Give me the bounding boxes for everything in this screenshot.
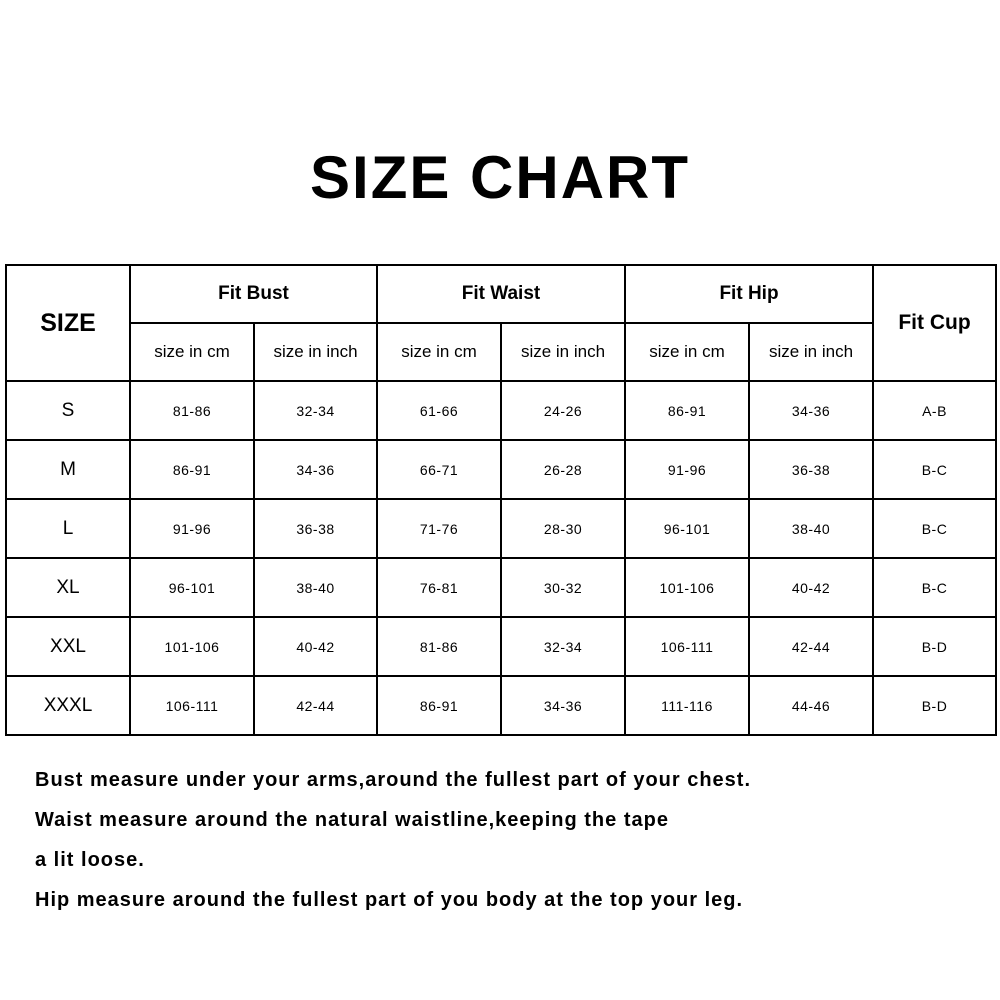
table-row: L 91-96 36-38 71-76 28-30 96-101 38-40 B-C [5, 498, 998, 559]
value-cell: 36-38 [253, 498, 378, 559]
value-cell: 91-96 [129, 498, 255, 559]
value-cell: 106-111 [129, 675, 255, 736]
note-bust: Bust measure under your arms,around the … [35, 769, 752, 791]
value-cell: 34-36 [747, 380, 875, 441]
value-cell: B-C [872, 557, 998, 618]
value-cell: 111-116 [624, 675, 750, 736]
size-cell: XL [5, 557, 131, 618]
measurement-notes: Bust measure under your arms,around the … [35, 765, 751, 925]
value-cell: 66-71 [376, 439, 502, 500]
value-cell: 86-91 [376, 675, 502, 736]
value-cell: B-D [872, 616, 998, 677]
value-cell: 38-40 [253, 557, 378, 618]
sub-header: size in inch [253, 322, 378, 382]
value-cell: 106-111 [624, 616, 750, 677]
table-row: XXL 101-106 40-42 81-86 32-34 106-111 42-44 B-D [5, 616, 998, 677]
value-cell: 96-101 [624, 498, 750, 559]
value-cell: 26-28 [500, 439, 626, 500]
value-cell: 42-44 [747, 616, 875, 677]
size-chart-table: SIZE Fit Bust Fit Waist Fit Hip Fit Cup … [5, 264, 998, 736]
fit-hip-header: Fit Hip [623, 264, 875, 324]
table-row: S 81-86 32-34 61-66 24-26 86-91 34-36 A-B [5, 380, 998, 441]
table-row: XL 96-101 38-40 76-81 30-32 101-106 40-42 B-C [5, 557, 998, 618]
note-hip: Hip measure around the fullest part of y… [35, 889, 744, 911]
size-cell: L [5, 498, 131, 559]
sub-header: size in cm [624, 322, 750, 382]
value-cell: 32-34 [253, 380, 378, 441]
value-cell: 101-106 [624, 557, 750, 618]
fit-waist-header: Fit Waist [376, 264, 626, 324]
value-cell: B-D [872, 675, 998, 736]
value-cell: 28-30 [500, 498, 626, 559]
sub-header: size in cm [129, 322, 255, 382]
table-row: XXXL 106-111 42-44 86-91 34-36 111-116 44-46 B-… [5, 675, 998, 736]
value-cell: 40-42 [253, 616, 378, 677]
fit-cup-header: Fit Cup [872, 264, 998, 382]
value-cell: 44-46 [747, 675, 875, 736]
page-title: SIZE CHART [310, 144, 690, 211]
value-cell: 24-26 [500, 380, 626, 441]
value-cell: B-C [872, 439, 998, 500]
value-cell: 76-81 [376, 557, 502, 618]
value-cell: 61-66 [376, 380, 502, 441]
value-cell: 86-91 [624, 380, 750, 441]
value-cell: 34-36 [253, 439, 378, 500]
sub-header: size in cm [376, 322, 502, 382]
note-waist-cont: a lit loose. [35, 849, 145, 871]
size-cell: S [5, 380, 131, 441]
fit-bust-header: Fit Bust [129, 264, 378, 324]
table-row: M 86-91 34-36 66-71 26-28 91-96 36-38 B-C [5, 439, 998, 500]
value-cell: 40-42 [747, 557, 875, 618]
sub-header: size in inch [747, 322, 875, 382]
value-cell: 36-38 [747, 439, 875, 500]
size-cell: M [5, 439, 131, 500]
value-cell: 38-40 [747, 498, 875, 559]
value-cell: A-B [872, 380, 998, 441]
value-cell: 30-32 [500, 557, 626, 618]
size-cell: XXL [5, 616, 131, 677]
value-cell: 86-91 [129, 439, 255, 500]
value-cell: 81-86 [129, 380, 255, 441]
value-cell: 96-101 [129, 557, 255, 618]
size-cell: XXXL [5, 675, 131, 736]
value-cell: 71-76 [376, 498, 502, 559]
note-waist: Waist measure around the natural waistli… [35, 809, 669, 831]
value-cell: 101-106 [129, 616, 255, 677]
value-cell: 42-44 [253, 675, 378, 736]
sub-header: size in inch [500, 322, 626, 382]
value-cell: 91-96 [624, 439, 750, 500]
value-cell: 34-36 [500, 675, 626, 736]
value-cell: 81-86 [376, 616, 502, 677]
value-cell: 32-34 [500, 616, 626, 677]
value-cell: B-C [872, 498, 998, 559]
size-header: SIZE [5, 264, 131, 382]
